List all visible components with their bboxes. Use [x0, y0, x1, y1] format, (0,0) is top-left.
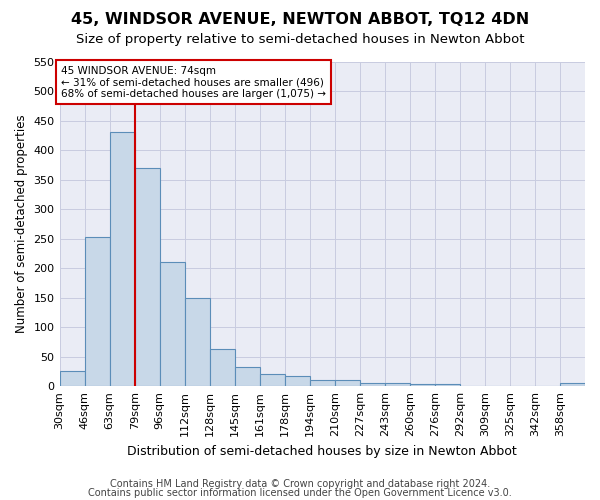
- Text: 45, WINDSOR AVENUE, NEWTON ABBOT, TQ12 4DN: 45, WINDSOR AVENUE, NEWTON ABBOT, TQ12 4…: [71, 12, 529, 28]
- Bar: [134, 168, 160, 386]
- Bar: [310, 380, 335, 386]
- Bar: [59, 372, 85, 386]
- Bar: [335, 380, 360, 386]
- X-axis label: Distribution of semi-detached houses by size in Newton Abbot: Distribution of semi-detached houses by …: [127, 444, 517, 458]
- Text: Contains HM Land Registry data © Crown copyright and database right 2024.: Contains HM Land Registry data © Crown c…: [110, 479, 490, 489]
- Bar: [160, 262, 185, 386]
- Bar: [185, 298, 209, 386]
- Bar: [360, 382, 385, 386]
- Bar: [285, 376, 310, 386]
- Text: 45 WINDSOR AVENUE: 74sqm
← 31% of semi-detached houses are smaller (496)
68% of : 45 WINDSOR AVENUE: 74sqm ← 31% of semi-d…: [61, 66, 326, 99]
- Bar: [235, 366, 260, 386]
- Bar: [260, 374, 285, 386]
- Bar: [209, 349, 235, 386]
- Bar: [85, 237, 110, 386]
- Y-axis label: Number of semi-detached properties: Number of semi-detached properties: [15, 114, 28, 333]
- Text: Contains public sector information licensed under the Open Government Licence v3: Contains public sector information licen…: [88, 488, 512, 498]
- Bar: [435, 384, 460, 386]
- Bar: [560, 383, 585, 386]
- Bar: [410, 384, 435, 386]
- Bar: [385, 383, 410, 386]
- Bar: [110, 132, 134, 386]
- Text: Size of property relative to semi-detached houses in Newton Abbot: Size of property relative to semi-detach…: [76, 32, 524, 46]
